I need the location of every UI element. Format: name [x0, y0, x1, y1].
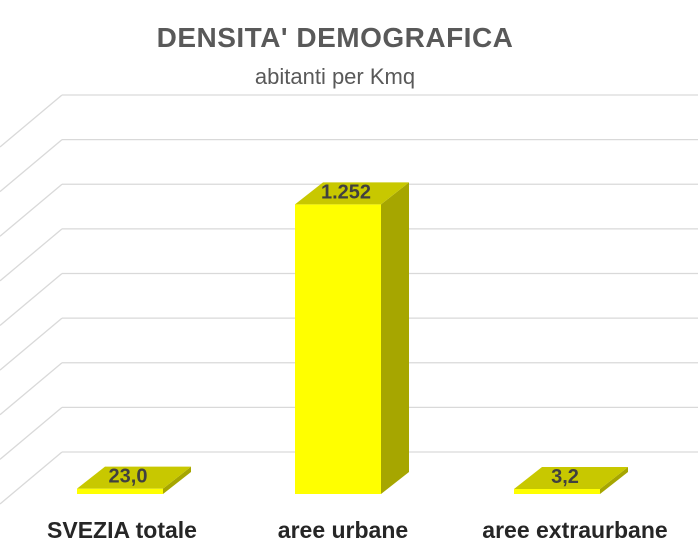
- gridline-side: [0, 273, 63, 326]
- category-label: aree extraurbane: [482, 517, 667, 543]
- category-label: aree urbane: [278, 517, 408, 543]
- data-label: 23,0: [109, 466, 148, 488]
- bar: [295, 182, 409, 494]
- bar-top: [295, 182, 409, 205]
- gridline-side: [0, 228, 63, 282]
- gridline-side: [0, 183, 63, 237]
- gridline-side: [0, 317, 63, 371]
- data-label: 3,2: [551, 466, 579, 488]
- gridline-side: [0, 94, 63, 148]
- chart-title: DENSITA' DEMOGRAFICA: [156, 22, 514, 53]
- bar-front: [295, 204, 381, 494]
- data-labels: 23,0 1.252 3,2: [109, 181, 579, 488]
- bar-side: [381, 182, 409, 494]
- bar-top: [514, 467, 628, 489]
- chart-subtitle: abitanti per Kmq: [254, 64, 416, 89]
- gridline-side: [0, 406, 63, 460]
- bars: [77, 182, 628, 494]
- bar-top: [77, 466, 191, 489]
- bar-side: [600, 467, 628, 494]
- data-label: 1.252: [321, 181, 371, 203]
- bar: [77, 466, 191, 494]
- bar-front: [77, 488, 163, 494]
- category-labels: SVEZIA totale aree urbane aree extraurbane: [47, 517, 668, 543]
- gridline-side: [0, 362, 63, 416]
- bar: [514, 467, 628, 494]
- category-label: SVEZIA totale: [47, 517, 197, 543]
- gridline-side: [0, 139, 63, 193]
- gridline-side: [0, 451, 63, 505]
- bar-front: [514, 489, 600, 494]
- bar-side: [163, 466, 191, 494]
